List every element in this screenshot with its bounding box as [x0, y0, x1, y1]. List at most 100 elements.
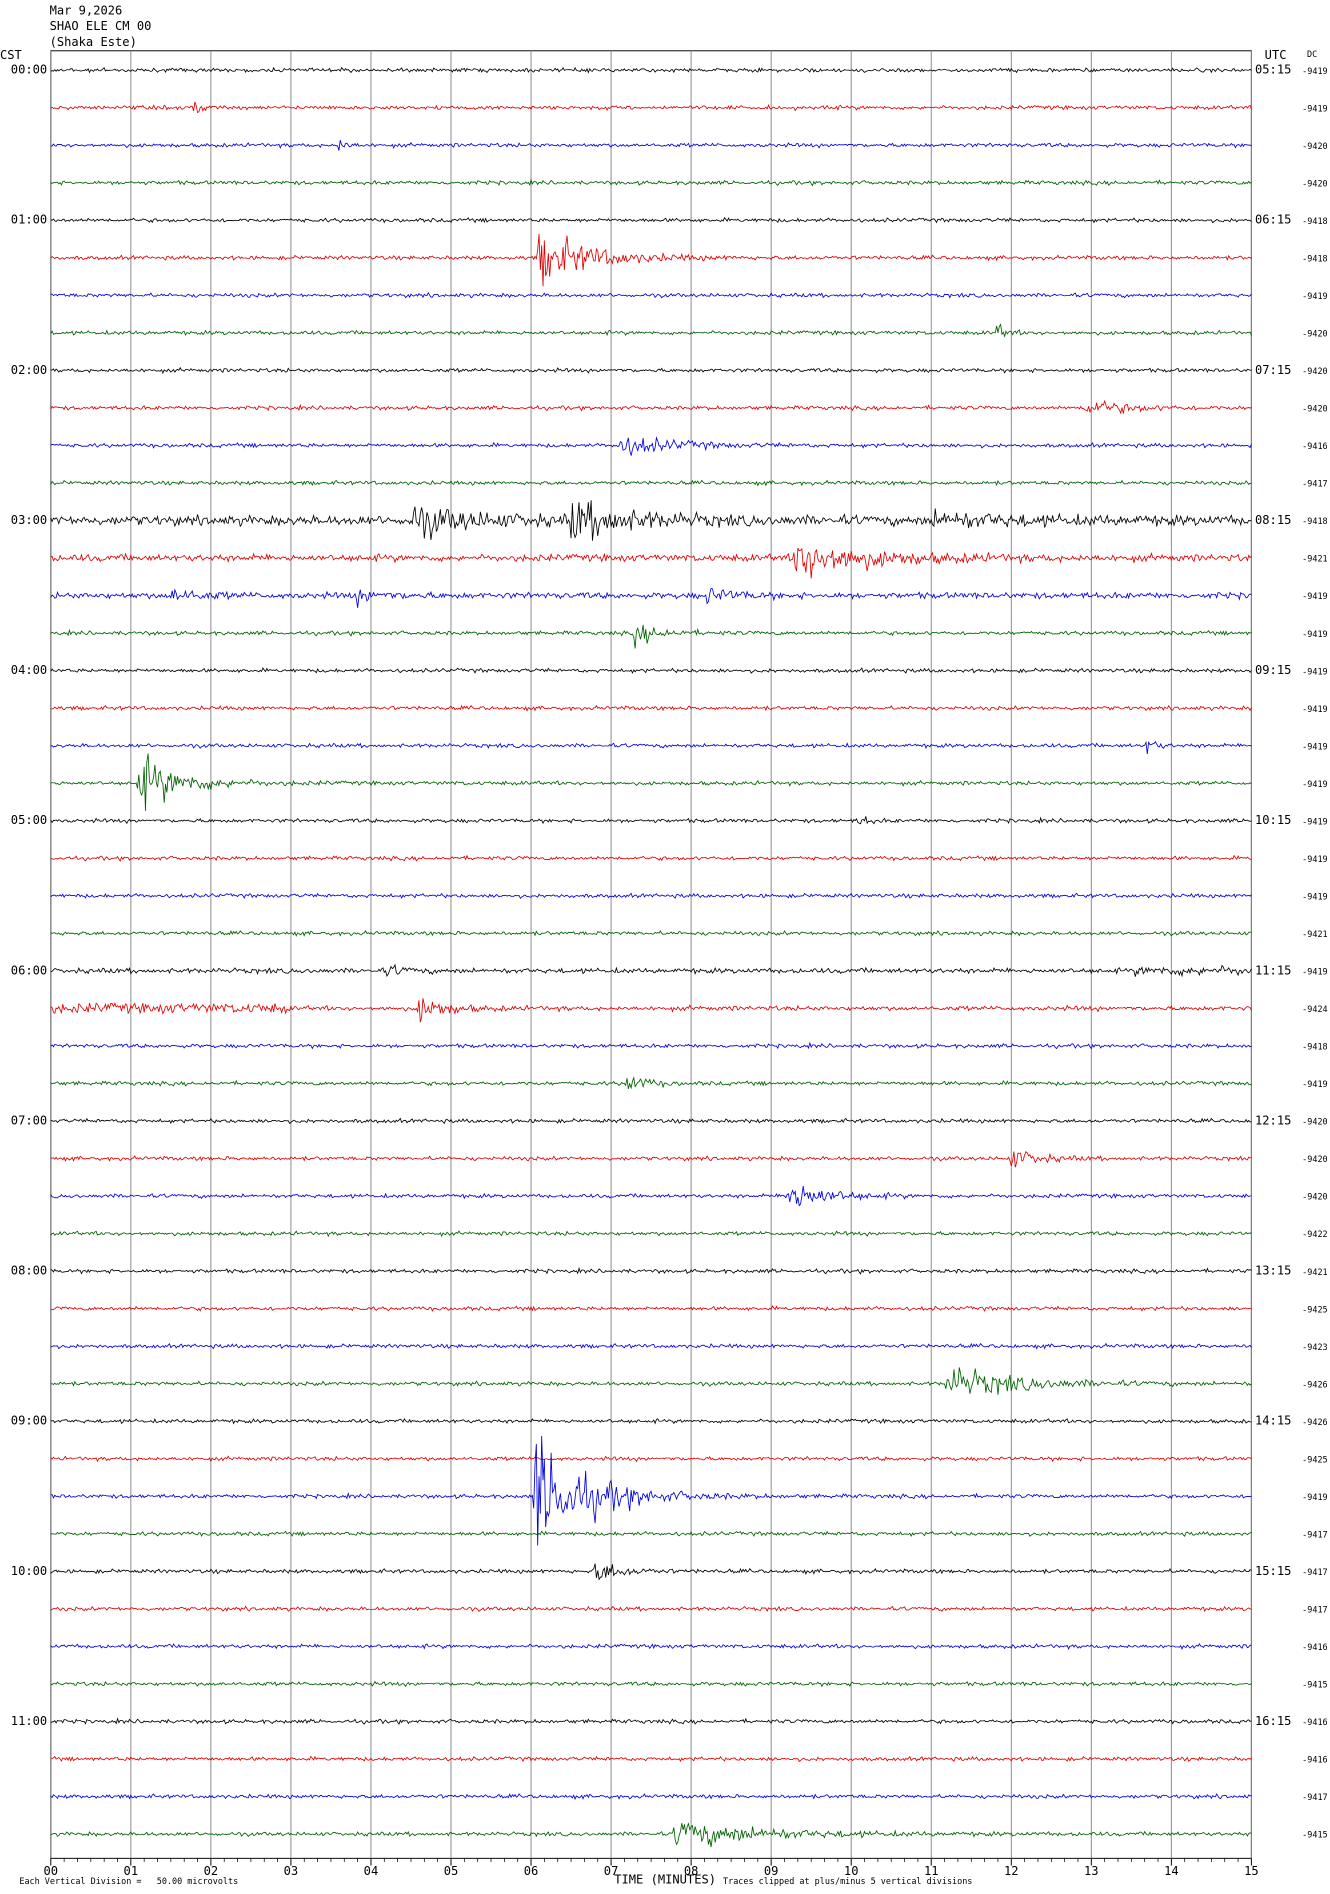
trace [50, 1367, 1252, 1395]
cst-label: 05:00 [11, 813, 47, 827]
dc-value: -9417 [1302, 1792, 1327, 1802]
utc-label: 14:15 [1255, 1414, 1291, 1428]
x-tick-label: 02 [204, 1864, 219, 1878]
dc-value: -9418 [1302, 516, 1327, 526]
trace [50, 1563, 1252, 1581]
utc-label: 07:15 [1255, 363, 1291, 377]
trace [50, 436, 1252, 456]
trace [50, 1041, 1252, 1050]
trace [50, 1680, 1252, 1688]
trace [50, 704, 1252, 712]
dc-value: -9420 [1302, 1117, 1327, 1127]
utc-label: 13:15 [1255, 1264, 1291, 1278]
dc-value: -9419 [1302, 1492, 1327, 1502]
station: SHAO ELE CM 00 [50, 19, 152, 33]
trace [50, 1186, 1252, 1207]
trace [50, 1266, 1252, 1275]
dc-value: -9423 [1302, 1342, 1327, 1352]
dc-value: -9417 [1302, 1529, 1327, 1539]
x-tick-label: 05 [444, 1864, 459, 1878]
trace [50, 667, 1252, 674]
dc-value: -9420 [1302, 404, 1327, 414]
trace [50, 101, 1252, 114]
dc-value: -9419 [1302, 891, 1327, 901]
utc-label: 05:15 [1255, 63, 1291, 77]
dc-value: -9419 [1302, 704, 1327, 714]
x-tick-label: 07 [604, 1864, 619, 1878]
dc-value: -9418 [1302, 216, 1327, 226]
dc-value: -9416 [1302, 441, 1327, 451]
utc-label: 10:15 [1255, 813, 1291, 827]
trace [50, 216, 1252, 224]
dc-value: -9418 [1302, 1042, 1327, 1052]
dc-value: -9422 [1302, 1229, 1327, 1239]
cst-label: 07:00 [11, 1113, 47, 1127]
cst-label: 11:00 [11, 1714, 47, 1728]
x-tick-label: 06 [524, 1864, 539, 1878]
utc-label: 06:15 [1255, 213, 1291, 227]
date: Mar 9,2026 [50, 3, 123, 17]
dc-value: -9415 [1302, 1830, 1327, 1840]
trace [50, 1822, 1252, 1848]
x-tick-label: 13 [1084, 1864, 1099, 1878]
cst-label: 09:00 [11, 1414, 47, 1428]
utc-label: 15:15 [1255, 1564, 1291, 1578]
trace [50, 816, 1252, 825]
x-tick-label: 01 [124, 1864, 139, 1878]
dc-value: -9420 [1302, 1192, 1327, 1202]
trace [50, 1793, 1252, 1801]
trace [50, 1642, 1252, 1651]
trace [50, 1076, 1252, 1090]
x-tick-label: 03 [284, 1864, 299, 1878]
trace [50, 547, 1252, 579]
trace [50, 892, 1252, 900]
x-tick-label: 10 [844, 1864, 859, 1878]
location: (Shaka Este) [50, 35, 137, 49]
x-tick-label: 04 [364, 1864, 379, 1878]
cst-label: 03:00 [11, 513, 47, 527]
dc-value: -9426 [1302, 1417, 1327, 1427]
dc-value: -9419 [1302, 591, 1327, 601]
utc-label: 16:15 [1255, 1714, 1291, 1728]
dc-value: -9416 [1302, 1755, 1327, 1765]
cst-label: 06:00 [11, 963, 47, 977]
trace [50, 500, 1252, 541]
dc-value: -9420 [1302, 329, 1327, 339]
trace [50, 1342, 1252, 1350]
dc-value: -9419 [1302, 291, 1327, 301]
right-axis-title: UTC [1265, 48, 1287, 62]
trace [50, 587, 1252, 608]
dc-value: -9416 [1302, 1717, 1327, 1727]
dc-value: -9421 [1302, 929, 1327, 939]
dc-value: -9419 [1302, 854, 1327, 864]
trace [50, 140, 1252, 151]
trace [50, 291, 1252, 299]
dc-value: -9419 [1302, 1079, 1327, 1089]
dc-value: -9419 [1302, 967, 1327, 977]
dc-value: -9419 [1302, 66, 1327, 76]
trace [50, 1151, 1252, 1168]
trace [50, 66, 1252, 74]
dc-value: -9420 [1302, 1154, 1327, 1164]
cst-label: 04:00 [11, 663, 47, 677]
x-tick-label: 12 [1004, 1864, 1019, 1878]
dc-value: -9419 [1302, 103, 1327, 113]
dc-value: -9418 [1302, 253, 1327, 263]
trace [50, 624, 1252, 649]
dc-value: -9420 [1302, 366, 1327, 376]
cst-label: 02:00 [11, 363, 47, 377]
utc-label: 12:15 [1255, 1113, 1291, 1127]
x-tick-label: 14 [1164, 1864, 1179, 1878]
dc-value: -9417 [1302, 1567, 1327, 1577]
dc-value: -9420 [1302, 178, 1327, 188]
dc-value: -9425 [1302, 1454, 1327, 1464]
dc-value: -9415 [1302, 1680, 1327, 1690]
scale-note: Each Vertical Division = 50.00 microvolt… [19, 1876, 238, 1886]
dc-value: -9425 [1302, 1304, 1327, 1314]
dc-value: -9419 [1302, 779, 1327, 789]
cst-label: 10:00 [11, 1564, 47, 1578]
x-tick-label: 00 [44, 1864, 59, 1878]
trace [50, 753, 1252, 811]
utc-label: 09:15 [1255, 663, 1291, 677]
